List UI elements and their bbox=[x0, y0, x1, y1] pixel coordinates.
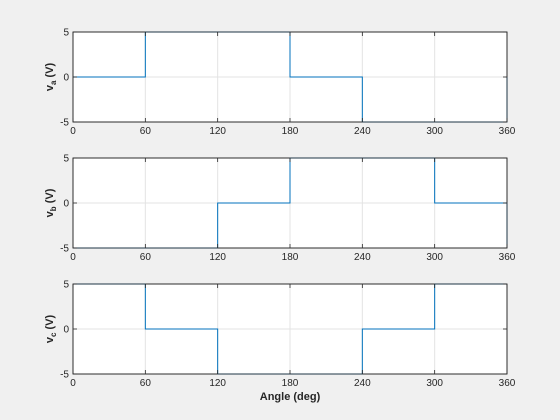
x-tick-label: 60 bbox=[140, 252, 152, 263]
x-tick-label: 0 bbox=[70, 252, 76, 263]
x-tick-label: 0 bbox=[70, 378, 76, 389]
x-tick-label: 300 bbox=[426, 126, 443, 137]
x-tick-label: 180 bbox=[282, 126, 299, 137]
x-tick-label: 360 bbox=[499, 378, 516, 389]
y-tick-label: 0 bbox=[63, 73, 69, 84]
x-tick-label: 240 bbox=[354, 252, 371, 263]
y-axis-label-unit: (V) bbox=[44, 63, 56, 81]
y-axis-label-subscript: a bbox=[49, 80, 58, 85]
y-axis-label-main: v bbox=[44, 336, 56, 343]
x-tick-label: 120 bbox=[209, 126, 226, 137]
y-axis-label: vc (V) bbox=[44, 315, 58, 344]
x-tick-label: 240 bbox=[354, 378, 371, 389]
x-tick-label: 360 bbox=[499, 126, 516, 137]
x-tick-label: 180 bbox=[282, 378, 299, 389]
y-axis-label-unit: (V) bbox=[44, 188, 56, 206]
x-tick-label: 120 bbox=[209, 252, 226, 263]
x-tick-label: 360 bbox=[499, 252, 516, 263]
y-axis-label: vb (V) bbox=[44, 188, 58, 217]
y-tick-label: 5 bbox=[63, 280, 69, 291]
y-axis-label-subscript: c bbox=[49, 332, 58, 337]
y-axis-label: va (V) bbox=[44, 63, 58, 92]
y-axis-label-main: v bbox=[44, 210, 56, 217]
y-tick-label: 0 bbox=[63, 199, 69, 210]
y-tick-label: -5 bbox=[60, 244, 69, 255]
x-tick-label: 0 bbox=[70, 126, 76, 137]
x-tick-label: 180 bbox=[282, 252, 299, 263]
y-axis-label-subscript: b bbox=[49, 206, 58, 211]
y-tick-label: 0 bbox=[63, 325, 69, 336]
y-axis-label-main: v bbox=[44, 84, 56, 91]
x-tick-label: 300 bbox=[426, 252, 443, 263]
y-tick-label: -5 bbox=[60, 118, 69, 129]
y-tick-label: 5 bbox=[63, 154, 69, 165]
y-tick-label: 5 bbox=[63, 28, 69, 39]
x-tick-label: 60 bbox=[140, 126, 152, 137]
x-axis-label: Angle (deg) bbox=[260, 391, 321, 403]
y-axis-label-unit: (V) bbox=[44, 315, 56, 333]
x-tick-label: 60 bbox=[140, 378, 152, 389]
x-tick-label: 300 bbox=[426, 378, 443, 389]
x-tick-label: 240 bbox=[354, 126, 371, 137]
x-tick-label: 120 bbox=[209, 378, 226, 389]
y-tick-label: -5 bbox=[60, 370, 69, 381]
